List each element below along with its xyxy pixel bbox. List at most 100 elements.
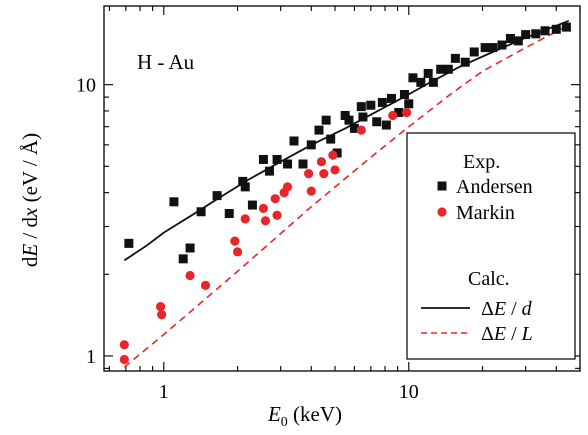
- x-axis-title: E0 (keV): [267, 402, 342, 430]
- markin-point: [200, 280, 211, 290]
- legend: Exp. Andersen Markin Calc. ΔE / d ΔE / L: [406, 132, 576, 360]
- legend-box: [406, 132, 576, 360]
- y-axis-title: dE / dx (eV / Å): [18, 133, 42, 267]
- markin-point: [303, 169, 314, 179]
- andersen-point: [428, 77, 438, 87]
- plot-frame: [103, 5, 581, 372]
- andersen-point: [480, 43, 490, 53]
- markin-point: [272, 210, 282, 220]
- markin-point: [185, 270, 195, 281]
- andersen-point: [469, 47, 479, 57]
- andersen-point: [488, 43, 498, 53]
- legend-markin-marker: [437, 207, 447, 217]
- legend-de-l-label: ΔE / L: [481, 323, 533, 345]
- markin-point: [306, 186, 316, 196]
- andersen-point: [212, 191, 222, 201]
- andersen-point: [408, 73, 418, 83]
- andersen-point: [540, 26, 550, 36]
- markin-point: [155, 302, 166, 312]
- andersen-point: [289, 136, 299, 146]
- andersen-point: [344, 115, 354, 125]
- andersen-point: [314, 125, 324, 135]
- y-tick-label: 10: [76, 75, 96, 97]
- andersen-point: [423, 68, 433, 78]
- legend-andersen-label: Andersen: [456, 176, 533, 198]
- axis-ticks: [104, 6, 581, 371]
- andersen-point: [386, 93, 396, 103]
- tick-labels: 1 10 1 10: [76, 75, 419, 403]
- markin-point: [157, 310, 167, 320]
- andersen-point: [531, 29, 541, 39]
- markin-point: [119, 354, 129, 365]
- legend-andersen-marker: [437, 181, 447, 191]
- markin-point: [328, 150, 338, 160]
- legend-de-d-label: ΔE / d: [481, 298, 533, 320]
- markin-point: [388, 110, 398, 121]
- data-points: [119, 22, 571, 365]
- andersen-point: [356, 102, 366, 112]
- andersen-point: [272, 154, 282, 164]
- y-tick-label: 1: [86, 346, 96, 368]
- legend-calc-heading: Calc.: [468, 268, 510, 290]
- legend-markin-label: Markin: [456, 202, 515, 224]
- markin-point: [232, 247, 243, 257]
- andersen-point: [283, 159, 293, 169]
- andersen-point: [551, 24, 561, 34]
- andersen-point: [349, 123, 359, 133]
- plot-area: [119, 19, 571, 368]
- andersen-point: [238, 176, 248, 186]
- markin-point: [282, 182, 293, 192]
- andersen-point: [443, 64, 453, 74]
- andersen-point: [178, 254, 188, 264]
- markin-point: [402, 107, 412, 118]
- andersen-point: [196, 207, 206, 217]
- legend-exp-heading: Exp.: [463, 151, 500, 173]
- markin-point: [119, 340, 129, 350]
- andersen-point: [505, 33, 515, 43]
- andersen-point: [224, 209, 234, 219]
- markin-point: [240, 214, 250, 224]
- andersen-point: [436, 64, 446, 74]
- andersen-point: [561, 22, 571, 32]
- andersen-point: [513, 36, 523, 46]
- andersen-point: [321, 115, 331, 125]
- andersen-point: [450, 53, 460, 63]
- andersen-point: [240, 182, 250, 192]
- markin-point: [319, 169, 329, 179]
- andersen-point: [460, 57, 470, 67]
- markin-point: [330, 165, 340, 175]
- andersen-point: [247, 200, 257, 210]
- andersen-point: [377, 97, 387, 107]
- andersen-point: [381, 120, 391, 130]
- andersen-point: [332, 148, 342, 158]
- markin-point: [356, 125, 366, 135]
- x-tick-label: 10: [399, 381, 419, 403]
- andersen-point: [185, 243, 195, 253]
- andersen-point: [394, 107, 404, 117]
- andersen-point: [340, 110, 350, 120]
- markin-point: [230, 236, 240, 246]
- andersen-point: [497, 40, 507, 50]
- calc-line-de-l: [123, 24, 570, 368]
- andersen-point: [298, 159, 308, 169]
- andersen-point: [264, 166, 274, 176]
- markin-point: [270, 194, 280, 204]
- andersen-point: [404, 99, 414, 109]
- andersen-point: [416, 77, 426, 87]
- andersen-point: [306, 140, 316, 150]
- markin-point: [316, 157, 327, 167]
- andersen-point: [366, 100, 376, 110]
- markin-point: [258, 203, 268, 213]
- andersen-point: [124, 238, 134, 248]
- chart-annotation: H - Au: [137, 50, 195, 74]
- andersen-point: [326, 134, 336, 144]
- x-tick-label: 1: [159, 381, 169, 403]
- andersen-point: [258, 154, 268, 164]
- andersen-point: [358, 112, 368, 122]
- andersen-point: [399, 89, 409, 99]
- andersen-point: [372, 117, 382, 127]
- andersen-point: [521, 30, 531, 40]
- andersen-point: [169, 197, 179, 207]
- markin-point: [260, 216, 271, 226]
